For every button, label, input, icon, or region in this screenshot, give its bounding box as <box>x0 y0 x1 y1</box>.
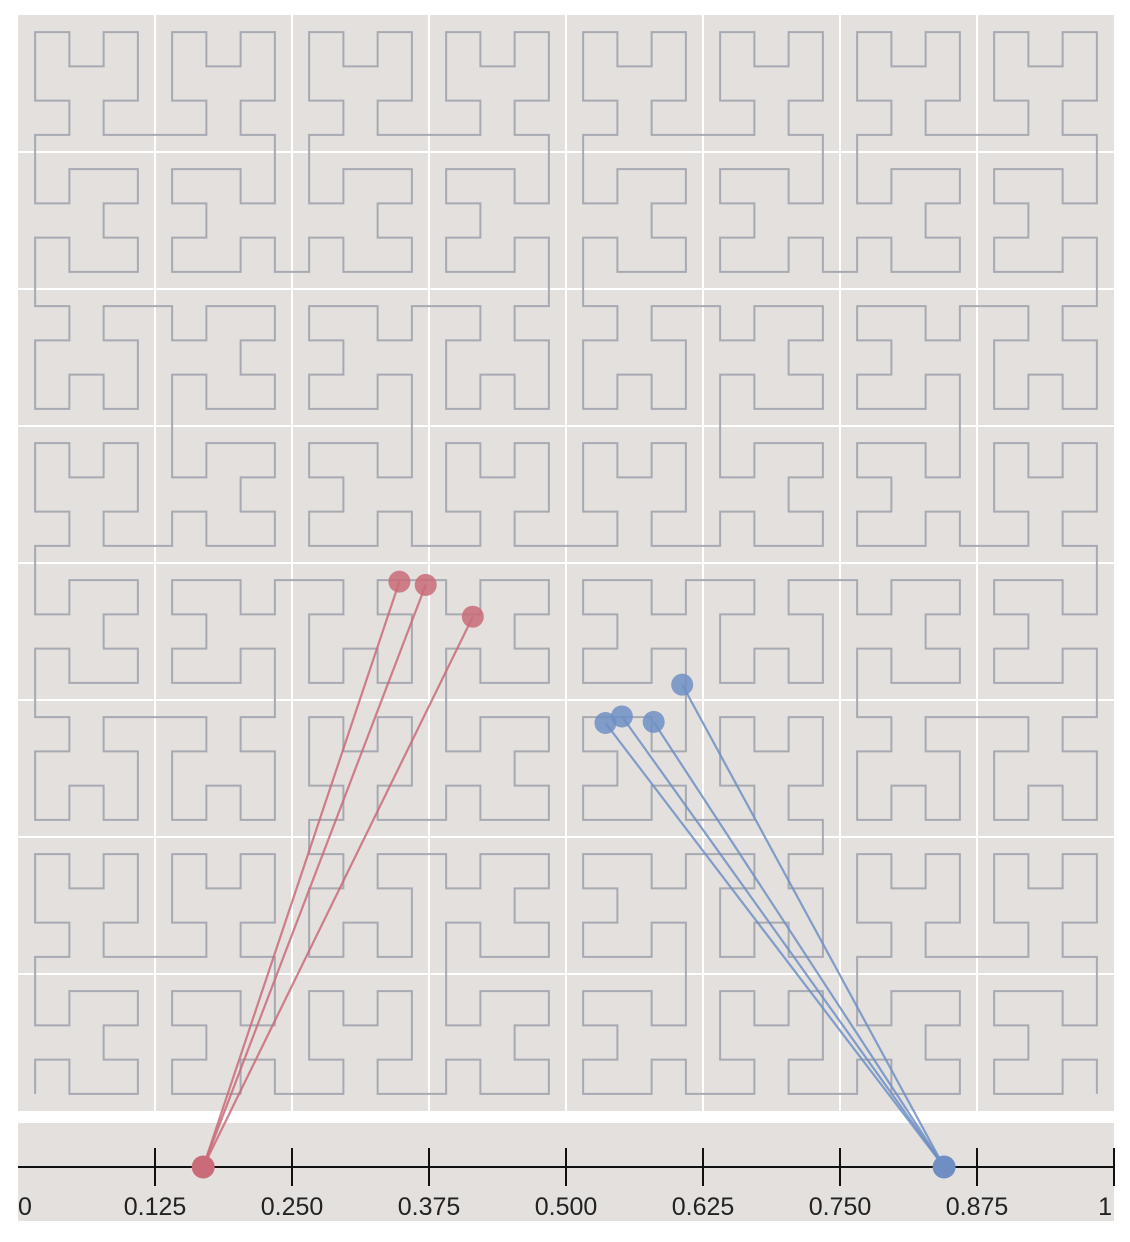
axis-tick-label: 0.875 <box>946 1193 1009 1221</box>
axis-tick-label: 0 <box>18 1193 32 1221</box>
axis-tick-label: 0.125 <box>124 1193 187 1221</box>
red-curve-point <box>414 573 437 596</box>
blue-mapping-line <box>621 715 946 1168</box>
axis-tick-label: 0.750 <box>809 1193 872 1221</box>
blue-curve-point <box>671 673 694 696</box>
mapping-lines <box>202 581 946 1168</box>
blue-curve-point <box>642 710 665 733</box>
blue-axis-point <box>932 1155 956 1179</box>
axis-ticks: 0 0.125 0.250 0.375 0.500 0.625 0.750 0.875 1 <box>18 1148 1115 1221</box>
red-curve-point <box>388 570 411 593</box>
blue-mapping-line <box>681 684 946 1168</box>
hilbert-curve <box>34 31 1098 1095</box>
axis-tick-label: 0.625 <box>672 1193 735 1221</box>
grid-lines <box>18 15 1114 1111</box>
axis-tick-label: 1 <box>1098 1193 1112 1221</box>
axis-tick-label: 0.250 <box>261 1193 324 1221</box>
red-mapping-line <box>202 581 401 1168</box>
red-mapping-line <box>202 616 474 1168</box>
axis-tick-label: 0.500 <box>535 1193 598 1221</box>
axis-tick-label: 0.375 <box>398 1193 461 1221</box>
mapped-points <box>191 570 956 1179</box>
red-mapping-line <box>202 584 427 1168</box>
blue-mapping-line <box>652 721 946 1168</box>
red-axis-point <box>191 1155 215 1179</box>
blue-mapping-line <box>604 722 945 1168</box>
red-curve-point <box>461 605 484 628</box>
blue-curve-point <box>610 705 633 728</box>
